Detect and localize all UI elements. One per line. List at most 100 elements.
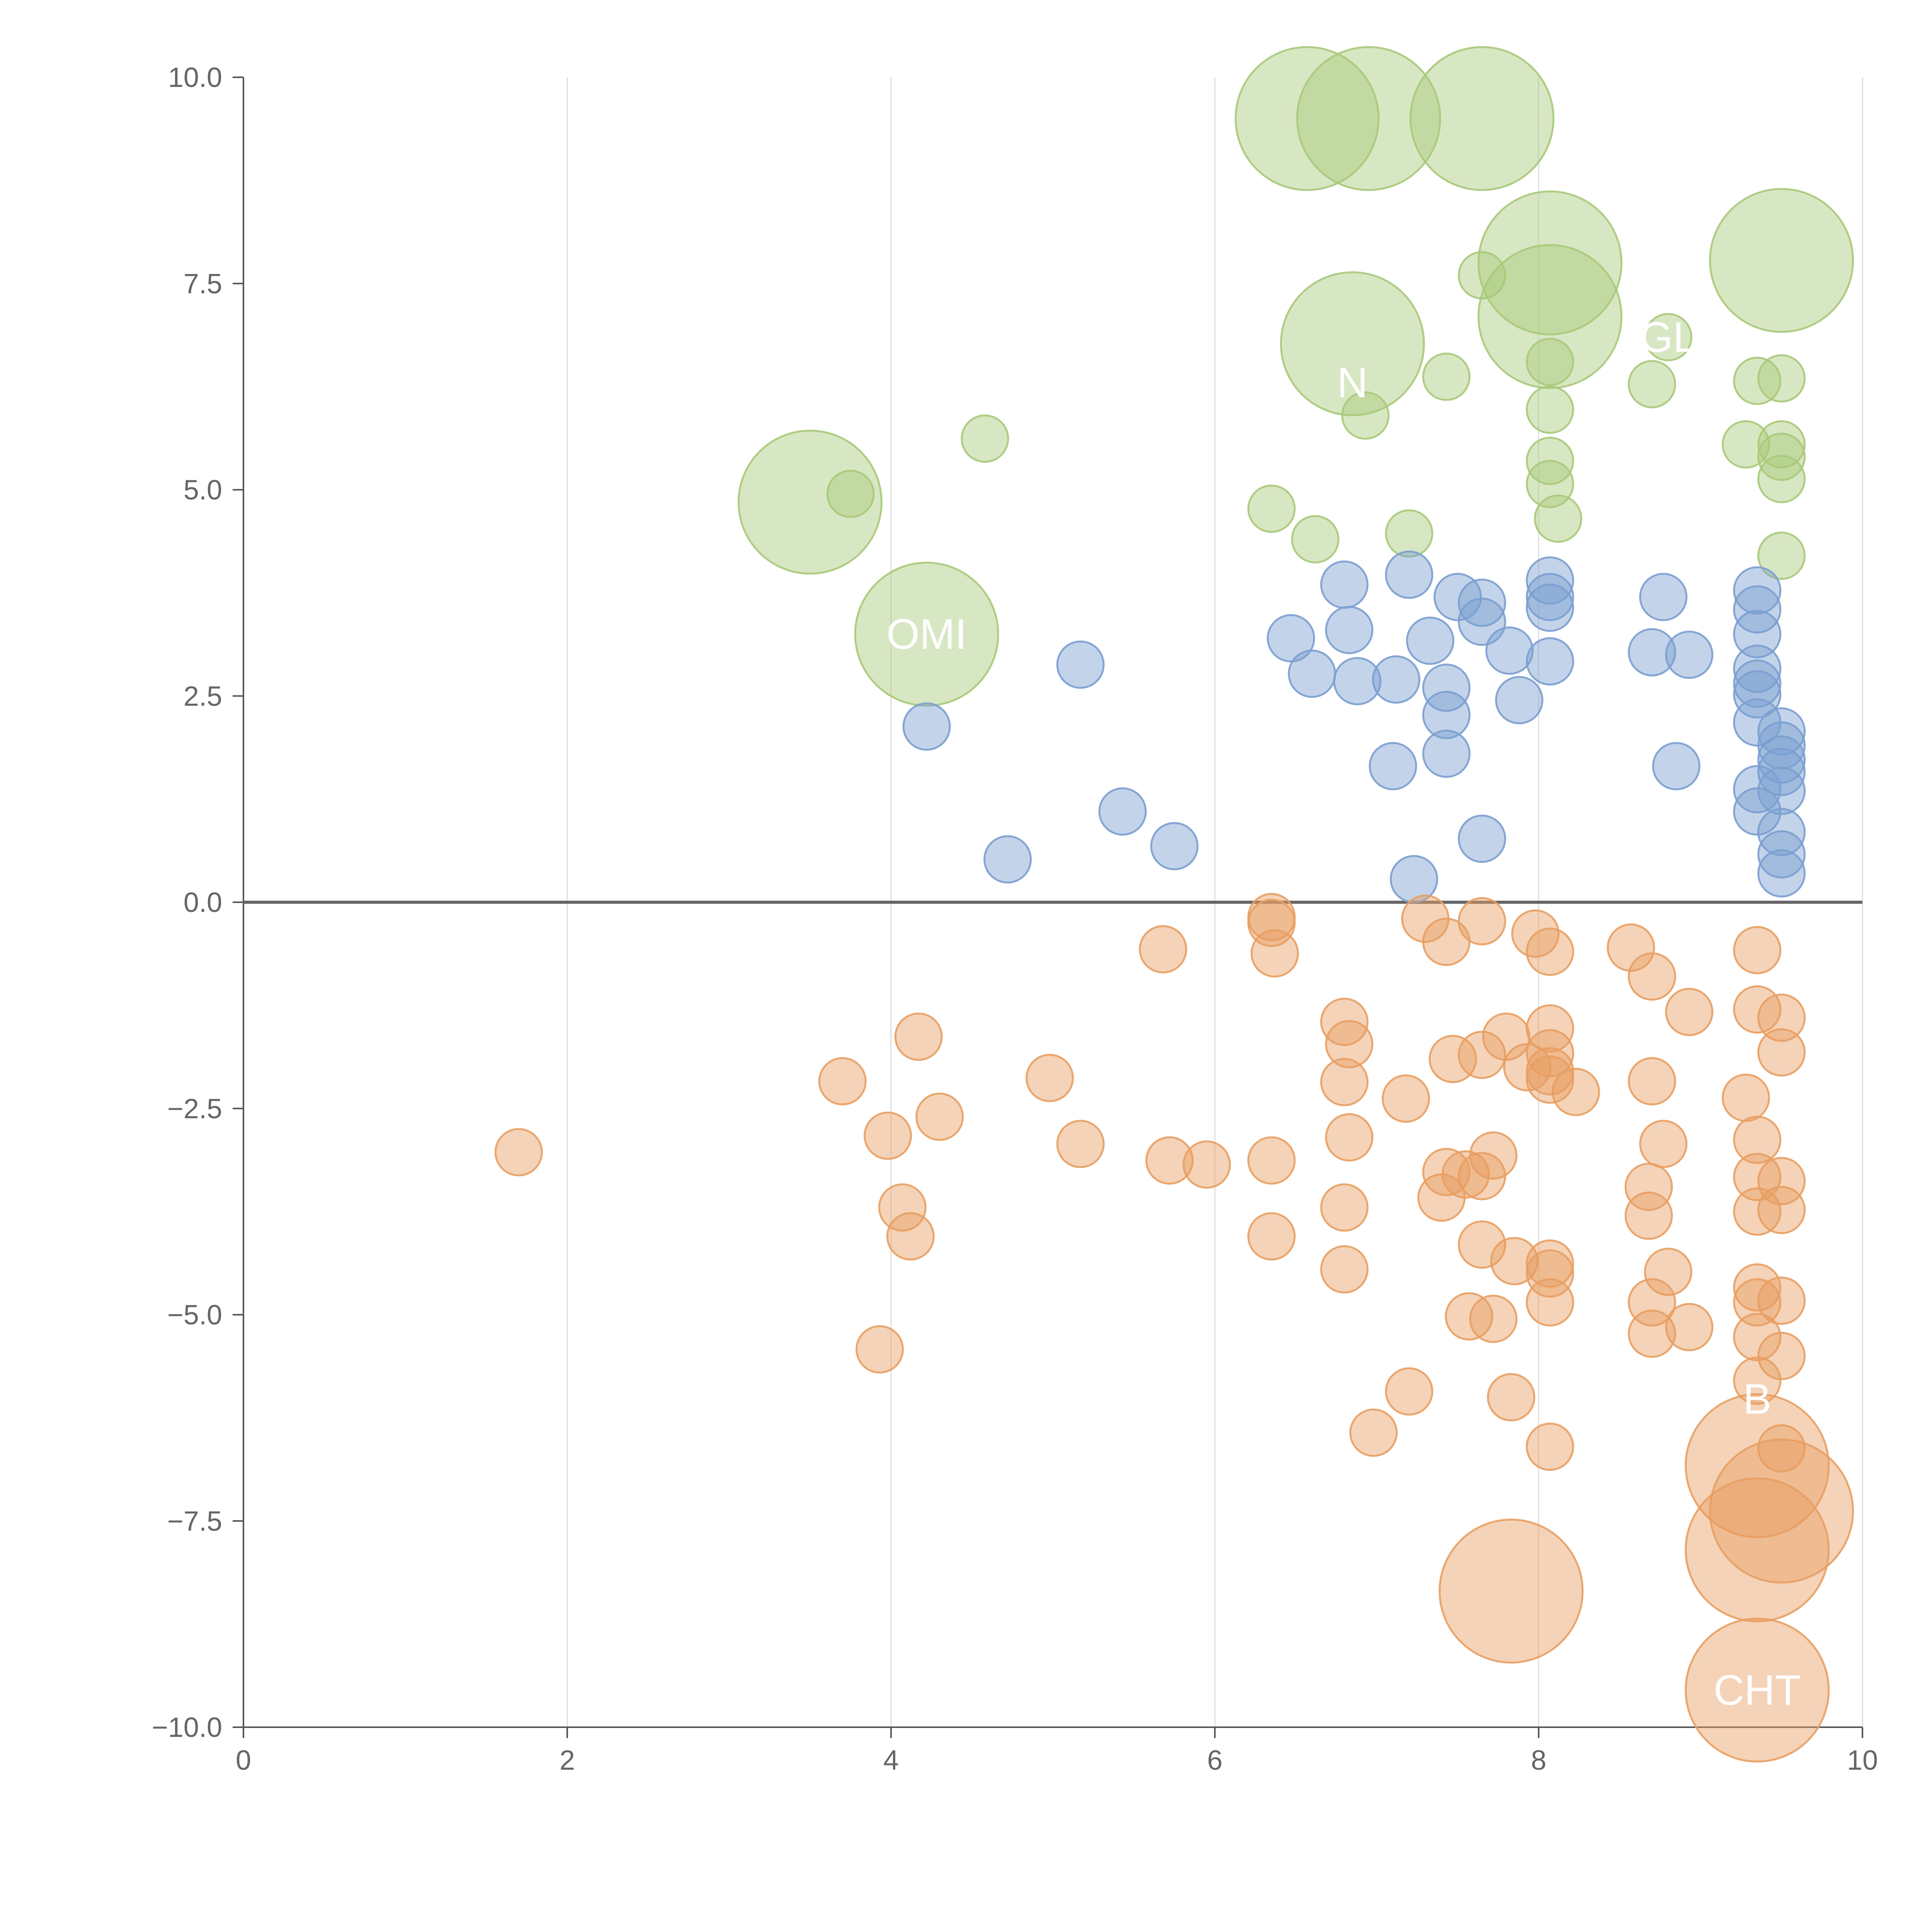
blue-bubble bbox=[1757, 721, 1806, 770]
orange-bubble bbox=[818, 1057, 867, 1105]
blue-bubble bbox=[1757, 767, 1806, 815]
series-green bbox=[738, 46, 1854, 707]
y-tick-label: 2.5 bbox=[184, 681, 222, 712]
axis-layer: 0 2 4 6 8 10 −10.0 −7.5 −5.0 −2.5 0.0 2.5 5.0 7.5 10.0 bbox=[152, 62, 1878, 1776]
blue-bubble bbox=[1406, 616, 1454, 665]
green-bubble bbox=[1247, 485, 1296, 533]
blue-bubble bbox=[1458, 815, 1506, 863]
orange-bubble bbox=[1685, 1477, 1830, 1622]
orange-bubble bbox=[1624, 1163, 1673, 1211]
green-bubble bbox=[826, 469, 875, 518]
orange-bubble bbox=[1139, 925, 1187, 974]
blue-bubble bbox=[1422, 730, 1471, 778]
green-bubble bbox=[1526, 385, 1574, 434]
green-bubble bbox=[1296, 46, 1441, 191]
orange-bubble bbox=[1247, 1212, 1296, 1261]
orange-bubble bbox=[1733, 1278, 1782, 1327]
y-tick-label: 7.5 bbox=[184, 269, 222, 299]
blue-bubble bbox=[1369, 742, 1417, 791]
blue-bubble bbox=[1733, 610, 1782, 658]
orange-bubble bbox=[1685, 1617, 1830, 1763]
x-tick-label: 2 bbox=[560, 1745, 575, 1776]
blue-bubble bbox=[1485, 626, 1534, 675]
orange-bubble bbox=[1469, 1294, 1518, 1343]
orange-bubble bbox=[1320, 1058, 1369, 1106]
orange-bubble bbox=[1526, 1249, 1574, 1298]
orange-bubble bbox=[855, 1325, 904, 1374]
blue-bubble bbox=[1385, 550, 1434, 599]
blue-bubble bbox=[1458, 578, 1506, 627]
orange-bubble bbox=[1733, 1153, 1782, 1201]
orange-bubble bbox=[1445, 1292, 1493, 1341]
blue-bubble bbox=[1757, 830, 1806, 879]
blue-bubble bbox=[1320, 560, 1369, 609]
orange-bubble bbox=[1733, 1116, 1782, 1164]
blue-bubble bbox=[1287, 650, 1336, 698]
green-bubble bbox=[1235, 46, 1380, 191]
annotation-layer: CHT OMI GL N B bbox=[886, 314, 1801, 1714]
orange-bubble bbox=[1056, 1120, 1105, 1168]
x-tick-label: 4 bbox=[883, 1745, 899, 1776]
orange-bubble bbox=[1551, 1068, 1600, 1116]
blue-bubble bbox=[1526, 573, 1574, 621]
orange-bubble bbox=[1665, 988, 1714, 1036]
orange-bubble bbox=[915, 1092, 964, 1141]
orange-bubble bbox=[1526, 1422, 1574, 1471]
orange-bubble bbox=[1439, 1519, 1584, 1664]
orange-bubble bbox=[1665, 1303, 1714, 1352]
blue-bubble bbox=[1757, 849, 1806, 898]
blue-bubble bbox=[1733, 645, 1782, 693]
orange-bubble bbox=[1685, 1393, 1830, 1538]
y-tick-label: 5.0 bbox=[184, 475, 222, 506]
y-tick-label: −2.5 bbox=[167, 1094, 222, 1124]
green-bubble bbox=[1280, 271, 1425, 417]
y-tick-label: −10.0 bbox=[152, 1712, 222, 1743]
bubble-annotation: N bbox=[1337, 359, 1367, 406]
orange-bubble bbox=[1526, 1029, 1574, 1078]
green-bubble bbox=[1628, 360, 1676, 408]
orange-bubble bbox=[1422, 917, 1471, 966]
orange-bubble bbox=[1733, 1187, 1782, 1236]
green-bubble bbox=[1757, 354, 1806, 403]
blue-bubble bbox=[1325, 605, 1374, 654]
orange-bubble bbox=[1385, 1367, 1434, 1416]
bubble-annotation: B bbox=[1743, 1375, 1771, 1423]
orange-bubble bbox=[1757, 1028, 1806, 1077]
green-bubble bbox=[1757, 455, 1806, 503]
blue-bubble bbox=[1733, 566, 1782, 615]
orange-bubble bbox=[1733, 1356, 1782, 1405]
x-tick-label: 10 bbox=[1847, 1745, 1878, 1776]
series-orange bbox=[494, 893, 1854, 1763]
y-tick-label: 10.0 bbox=[168, 62, 222, 93]
x-tick-label: 6 bbox=[1207, 1745, 1223, 1776]
blue-bubble bbox=[1389, 855, 1438, 903]
orange-bubble bbox=[1757, 993, 1806, 1042]
blue-bubble bbox=[1495, 676, 1544, 724]
y-tick-label: −5.0 bbox=[167, 1300, 222, 1331]
orange-bubble bbox=[1757, 1276, 1806, 1325]
orange-bubble bbox=[1381, 1074, 1430, 1123]
green-bubble bbox=[1341, 391, 1390, 440]
orange-bubble bbox=[1145, 1136, 1194, 1185]
blue-bubble bbox=[1150, 822, 1199, 871]
orange-bubble bbox=[1026, 1054, 1074, 1102]
orange-bubble bbox=[1349, 1408, 1398, 1457]
blue-bubble bbox=[1757, 707, 1806, 756]
blue-bubble bbox=[1652, 742, 1701, 791]
orange-bubble bbox=[894, 1012, 943, 1061]
bubble-annotation: CHT bbox=[1714, 1667, 1801, 1714]
orange-bubble bbox=[1526, 1278, 1574, 1327]
green-bubble bbox=[1477, 190, 1622, 335]
bubble-layer bbox=[494, 46, 1854, 1763]
orange-bubble bbox=[1733, 926, 1782, 975]
orange-bubble bbox=[1526, 927, 1574, 976]
y-tick-label: −7.5 bbox=[167, 1506, 222, 1537]
green-bubble bbox=[738, 430, 883, 575]
green-bubble bbox=[961, 414, 1009, 463]
green-bubble bbox=[1757, 531, 1806, 580]
orange-bubble bbox=[878, 1183, 927, 1232]
orange-bubble bbox=[1639, 1120, 1688, 1168]
orange-bubble bbox=[1526, 1004, 1574, 1053]
orange-bubble bbox=[886, 1212, 935, 1261]
